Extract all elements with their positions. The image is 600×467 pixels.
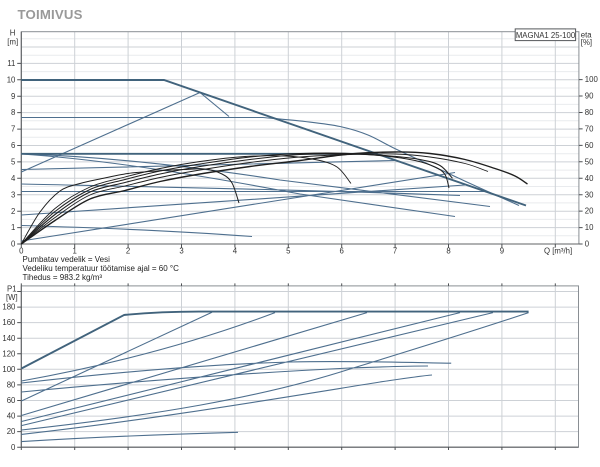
svg-text:eta: eta [581, 31, 593, 40]
svg-text:5: 5 [11, 158, 16, 167]
svg-text:140: 140 [2, 334, 16, 343]
svg-text:[%]: [%] [581, 38, 592, 47]
svg-text:7: 7 [11, 125, 15, 134]
svg-text:60: 60 [7, 396, 16, 405]
svg-text:10: 10 [7, 75, 16, 84]
svg-text:20: 20 [585, 207, 594, 216]
svg-text:5: 5 [286, 247, 291, 256]
svg-text:2: 2 [11, 207, 15, 216]
svg-text:Q [m³/h]: Q [m³/h] [544, 247, 572, 256]
svg-text:6: 6 [340, 247, 344, 256]
svg-text:100: 100 [2, 365, 16, 374]
svg-text:160: 160 [2, 318, 16, 327]
svg-text:100: 100 [585, 75, 599, 84]
svg-text:60: 60 [585, 141, 594, 150]
svg-text:4: 4 [233, 247, 238, 256]
svg-text:0: 0 [19, 247, 24, 256]
svg-text:40: 40 [7, 412, 16, 421]
svg-text:MAGNA1 25-100: MAGNA1 25-100 [516, 31, 576, 40]
svg-text:[W]: [W] [6, 293, 18, 302]
svg-text:80: 80 [7, 381, 16, 390]
svg-text:P1: P1 [7, 284, 17, 293]
svg-text:H: H [10, 29, 16, 38]
svg-text:Vedeliku temperatuur töötamise: Vedeliku temperatuur töötamise ajal = 60… [23, 264, 180, 273]
svg-text:180: 180 [2, 303, 16, 312]
svg-text:1: 1 [11, 223, 15, 232]
svg-text:20: 20 [7, 427, 16, 436]
svg-text:11: 11 [7, 59, 15, 68]
svg-text:4: 4 [11, 174, 16, 183]
svg-text:Pumbatav vedelik = Vesi: Pumbatav vedelik = Vesi [23, 255, 111, 264]
svg-text:7: 7 [393, 247, 397, 256]
svg-text:3: 3 [11, 190, 15, 199]
svg-text:0: 0 [11, 443, 16, 452]
svg-text:0: 0 [11, 240, 16, 249]
svg-text:[m]: [m] [7, 38, 18, 47]
svg-text:0: 0 [585, 240, 590, 249]
svg-text:1: 1 [73, 247, 77, 256]
svg-text:6: 6 [11, 141, 15, 150]
svg-text:30: 30 [585, 190, 594, 199]
svg-text:120: 120 [2, 349, 16, 358]
svg-text:8: 8 [11, 108, 15, 117]
svg-text:3: 3 [179, 247, 183, 256]
svg-text:2: 2 [126, 247, 130, 256]
svg-text:10: 10 [585, 223, 594, 232]
svg-text:8: 8 [446, 247, 450, 256]
svg-text:80: 80 [585, 108, 594, 117]
svg-text:9: 9 [11, 92, 15, 101]
svg-text:50: 50 [585, 157, 594, 166]
svg-text:40: 40 [585, 174, 594, 183]
svg-text:70: 70 [585, 125, 594, 134]
svg-text:Tihedus = 983.2 kg/m³: Tihedus = 983.2 kg/m³ [23, 273, 103, 282]
svg-text:TOIMIVUS: TOIMIVUS [18, 7, 83, 22]
svg-text:9: 9 [500, 247, 504, 256]
svg-text:90: 90 [585, 92, 594, 101]
